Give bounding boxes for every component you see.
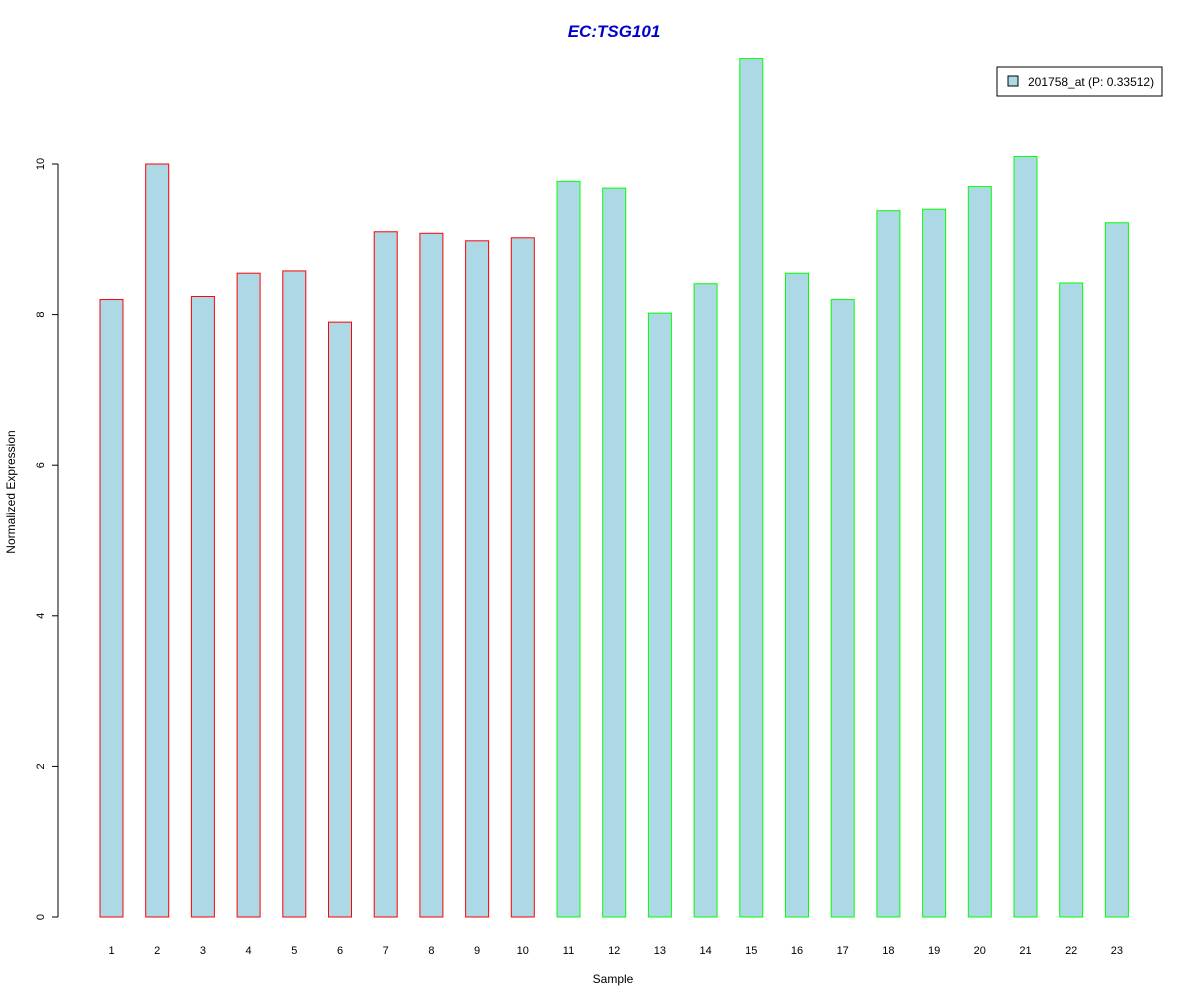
y-axis-label: Normalized Expression — [4, 430, 18, 553]
x-tick-label: 2 — [154, 945, 160, 957]
bars — [99, 58, 1129, 918]
bar — [693, 283, 718, 918]
bar — [190, 296, 215, 918]
x-tick-label: 5 — [291, 945, 297, 957]
x-axis-label: Sample — [593, 972, 634, 986]
y-tick-label: 10 — [35, 158, 47, 170]
bar — [647, 312, 672, 918]
x-axis-ticks: 1 2 3 4 5 6 7 8 9 10 11 12 13 14 15 16 17 18 19 20 21 22 23 — [108, 945, 1123, 957]
bar — [282, 270, 307, 918]
chart-title: EC:TSG101 — [568, 22, 661, 41]
x-tick-label: 17 — [837, 945, 849, 957]
x-tick-label: 16 — [791, 945, 803, 957]
bar — [373, 231, 398, 918]
y-tick-label: 6 — [35, 462, 47, 468]
y-tick-label: 8 — [35, 312, 47, 318]
legend-swatch — [1007, 75, 1019, 87]
y-tick-label: 2 — [35, 763, 47, 769]
x-tick-label: 15 — [745, 945, 757, 957]
x-tick-label: 11 — [563, 945, 574, 957]
x-tick-label: 7 — [383, 945, 389, 957]
legend-entry-label: 201758_at (P: 0.33512) — [1028, 75, 1154, 89]
x-tick-label: 9 — [474, 945, 480, 957]
x-tick-label: 20 — [974, 945, 986, 957]
bar — [510, 237, 535, 918]
bar — [1059, 282, 1084, 918]
bar — [1013, 155, 1038, 918]
legend-box — [996, 66, 1163, 97]
x-tick-label: 3 — [200, 945, 206, 957]
x-tick-label: 12 — [608, 945, 620, 957]
bar — [328, 321, 352, 918]
legend: 201758_at (P: 0.33512) — [996, 66, 1163, 97]
y-axis: 0 2 4 6 8 10 — [35, 158, 59, 920]
x-tick-label: 4 — [246, 945, 252, 957]
x-tick-label: 22 — [1065, 945, 1077, 957]
bar — [236, 272, 261, 918]
bar — [602, 187, 627, 918]
x-tick-label: 8 — [428, 945, 434, 957]
bar — [1104, 222, 1129, 918]
bar — [739, 58, 764, 918]
x-tick-label: 21 — [1019, 945, 1031, 957]
x-tick-label: 14 — [699, 945, 711, 957]
bar — [967, 186, 992, 918]
bar — [556, 180, 581, 918]
y-tick-label: 4 — [35, 613, 47, 619]
bar — [99, 299, 124, 918]
x-tick-label: 6 — [337, 945, 343, 957]
bar — [419, 232, 444, 918]
x-tick-label: 1 — [108, 945, 114, 957]
x-tick-label: 10 — [517, 945, 529, 957]
bar — [830, 299, 855, 918]
x-tick-label: 13 — [654, 945, 666, 957]
bar — [876, 210, 901, 918]
x-tick-label: 18 — [882, 945, 894, 957]
bar — [922, 208, 947, 918]
bar — [785, 272, 809, 918]
x-tick-label: 19 — [928, 945, 940, 957]
y-tick-label: 0 — [35, 914, 47, 920]
bar — [465, 240, 490, 918]
bar — [145, 163, 170, 918]
x-tick-label: 23 — [1111, 945, 1123, 957]
